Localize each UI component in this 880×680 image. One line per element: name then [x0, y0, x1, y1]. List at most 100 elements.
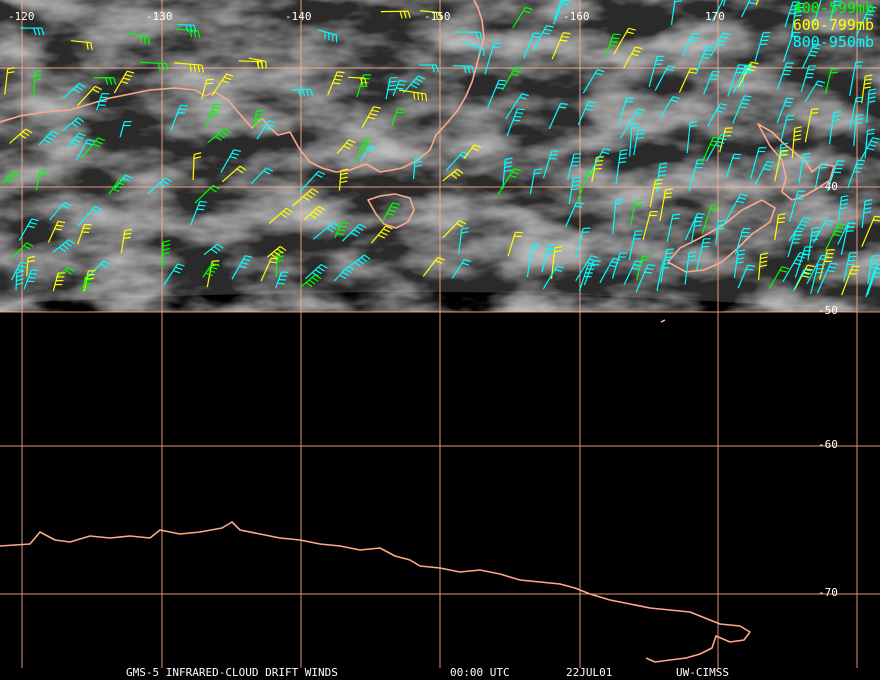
wind-barb-feather	[100, 263, 108, 268]
wind-barb-feather	[256, 109, 264, 112]
wind-barb-feather	[193, 156, 202, 160]
wind-barb-feather	[97, 137, 106, 142]
wind-barb-shaft	[348, 254, 365, 268]
wind-barb-feather	[803, 152, 811, 155]
wind-barb-shaft	[807, 228, 813, 261]
wind-barb-feather	[315, 208, 323, 214]
wind-barb-feather	[779, 269, 788, 273]
wind-barb-shaft	[734, 228, 744, 255]
product-time: 00:00 UTC	[450, 666, 510, 679]
wind-barb-shaft	[629, 124, 633, 157]
wind-barb-shaft	[291, 88, 311, 91]
longitude-label: -130	[146, 10, 173, 23]
wind-barb-feather	[264, 126, 272, 131]
wind-barb-feather	[343, 145, 351, 150]
wind-barb-shaft	[659, 189, 667, 222]
wind-barb-feather	[692, 32, 701, 35]
wind-barb-shaft	[843, 252, 851, 282]
wind-barb-shaft	[312, 222, 334, 240]
wind-barb-feather	[75, 85, 83, 91]
wind-barb-feather	[413, 92, 416, 100]
wind-barb-feather	[260, 61, 264, 69]
wind-barb-feather	[68, 239, 76, 245]
wind-barb-feather	[339, 225, 347, 228]
wind-barb-feather	[824, 222, 832, 226]
wind-barb-feather	[456, 168, 464, 174]
wind-barb-shaft	[163, 263, 179, 286]
wind-barb-feather	[812, 226, 820, 230]
wind-barb-feather	[781, 266, 790, 270]
wind-barb-feather	[797, 226, 805, 231]
wind-barb-feather	[231, 152, 240, 156]
wind-barb-feather	[173, 270, 181, 274]
wind-barb-shaft	[688, 159, 698, 192]
wind-barb-shaft	[774, 150, 782, 182]
wind-barb-feather	[7, 176, 15, 181]
wind-barb-shaft	[318, 29, 337, 36]
wind-barb-feather	[836, 226, 845, 230]
wind-barb-feather	[193, 152, 202, 156]
wind-barb-feather	[594, 163, 603, 166]
wind-barb-feather	[799, 223, 807, 227]
wind-barb-shaft	[267, 246, 281, 258]
wind-barb-feather	[113, 77, 117, 85]
wind-barb-feather	[301, 89, 306, 97]
wind-barb-feather	[759, 260, 768, 264]
wind-barb-feather	[712, 70, 721, 73]
wind-barb-feather	[563, 32, 571, 35]
wind-barb-shaft	[630, 200, 637, 226]
wind-barb-shaft	[628, 231, 636, 261]
wind-barb-feather	[311, 188, 319, 194]
wind-barb-shaft	[754, 161, 768, 186]
wind-barb-shaft	[654, 65, 669, 91]
latitude-label: -50	[818, 304, 838, 317]
wind-barb-feather	[95, 140, 103, 145]
wind-barb-feather	[827, 270, 835, 273]
wind-barb-feather	[122, 177, 130, 182]
wind-barb-shaft	[864, 130, 869, 159]
wind-barb-feather	[637, 108, 645, 112]
wind-barb-feather	[717, 227, 725, 231]
wind-barb-shaft	[77, 85, 96, 106]
wind-barb-feather	[711, 74, 719, 77]
wind-barb-feather	[177, 263, 185, 267]
wind-barb-feather	[751, 61, 759, 65]
wind-barb-feather	[305, 89, 310, 97]
wind-barb-feather	[591, 255, 599, 259]
wind-barb-shaft	[794, 246, 806, 278]
wind-barb-feather	[662, 263, 670, 265]
wind-barb-shaft	[659, 96, 674, 118]
wind-barb-shaft	[733, 251, 739, 278]
wind-barb-feather	[435, 12, 439, 20]
wind-barb-shaft	[617, 97, 628, 126]
wind-barb-feather	[741, 102, 749, 105]
wind-barb-feather	[830, 262, 838, 265]
wind-barb-feather	[189, 29, 193, 38]
wind-barb-shaft	[553, 0, 562, 20]
wind-barb-feather	[85, 142, 93, 146]
wind-barb-feather	[388, 209, 397, 213]
product-name: GMS-5 INFRARED-CLOUD DRIFT WINDS	[126, 666, 338, 679]
latitude-label: -40	[818, 180, 838, 193]
wind-barb-shaft	[578, 264, 589, 292]
wind-barb-feather	[94, 85, 102, 91]
wind-barb-feather	[716, 110, 724, 113]
wind-barb-feather	[318, 205, 326, 211]
wind-barb-shaft	[611, 253, 621, 279]
wind-barb-feather	[811, 108, 819, 110]
wind-barb-feather	[361, 145, 369, 147]
wind-barb-shaft	[613, 28, 630, 55]
wind-barb-feather	[412, 81, 421, 86]
wind-barb-feather	[92, 208, 100, 214]
wind-barb-shaft	[784, 1, 794, 28]
wind-barb-feather	[205, 272, 213, 277]
wind-barb-feather	[868, 92, 877, 95]
wind-barb-shaft	[755, 0, 759, 6]
wind-barb-shaft	[866, 90, 870, 124]
wind-barb-feather	[736, 257, 745, 260]
wind-barb-feather	[688, 255, 696, 258]
wind-barb-feather	[664, 192, 673, 195]
wind-barb-feather	[226, 73, 234, 77]
wind-barb-feather	[369, 145, 377, 149]
wind-barb-feather	[92, 88, 100, 94]
